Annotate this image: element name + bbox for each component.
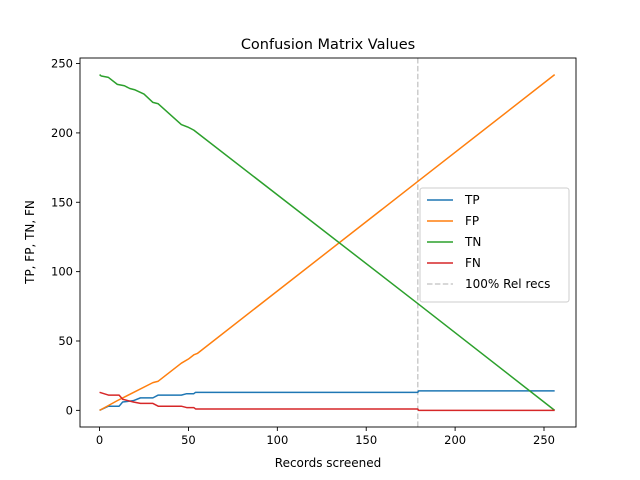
y-axis-ticks: 0 50 100 150 200 250 xyxy=(51,57,80,417)
x-axis-label: Records screened xyxy=(275,456,381,470)
legend-label: TP xyxy=(464,193,480,207)
plot-frame xyxy=(79,57,577,428)
series-line-tn xyxy=(99,74,556,411)
y-tick-label: 50 xyxy=(58,334,73,348)
legend-label: TN xyxy=(464,235,481,249)
legend-box xyxy=(419,187,570,303)
x-tick-label: 200 xyxy=(444,433,466,447)
chart-title: Confusion Matrix Values xyxy=(241,37,415,53)
x-tick-label: 50 xyxy=(181,433,196,447)
plot-marks xyxy=(99,58,556,427)
x-tick-label: 150 xyxy=(355,433,377,447)
y-tick-label: 150 xyxy=(51,195,73,209)
legend-label: 100% Rel recs xyxy=(465,277,550,291)
x-tick-label: 100 xyxy=(266,433,288,447)
x-tick-label: 0 xyxy=(96,433,103,447)
y-axis-label: TP, FP, TN, FN xyxy=(23,200,37,285)
x-axis-ticks: 0 50 100 150 200 250 xyxy=(96,427,555,447)
y-tick-label: 250 xyxy=(51,57,73,71)
y-tick-label: 100 xyxy=(51,265,73,279)
legend-label: FP xyxy=(465,214,479,228)
series-line-tp xyxy=(99,390,555,412)
y-tick-label: 200 xyxy=(51,126,73,140)
legend: TP FP TN FN 100% Rel recs xyxy=(419,187,570,303)
x-tick-label: 250 xyxy=(533,433,555,447)
y-tick-label: 0 xyxy=(66,403,73,417)
series-line-fp xyxy=(99,74,556,412)
series-line-fn xyxy=(99,391,555,412)
legend-label: FN xyxy=(465,256,481,270)
